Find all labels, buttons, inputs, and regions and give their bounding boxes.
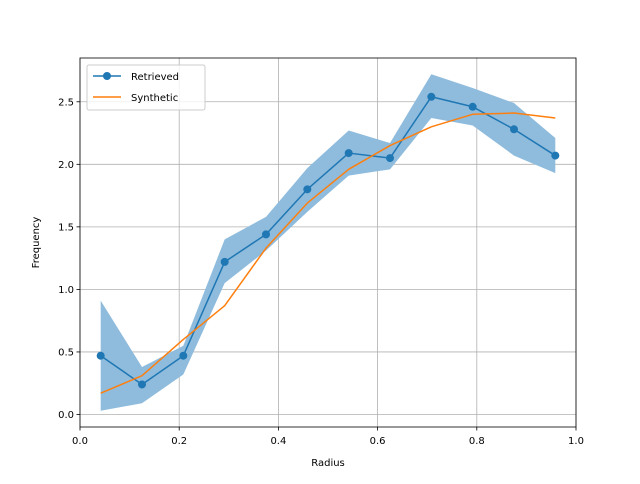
y-tick-label: 0.0 xyxy=(58,410,74,421)
data-point-retrieved xyxy=(262,230,270,239)
data-point-retrieved xyxy=(179,351,188,360)
confidence-bands xyxy=(100,74,556,411)
legend: Retrieved Synthetic xyxy=(86,64,206,111)
legend-label-retrieved: Retrieved xyxy=(131,72,179,83)
y-tick-label: 2.0 xyxy=(58,160,74,171)
x-tick-label: 0.2 xyxy=(171,436,187,447)
data-point-retrieved xyxy=(386,154,394,163)
data-point-retrieved xyxy=(551,151,560,160)
x-axis-label: Radius xyxy=(311,458,345,469)
y-tick-label: 1.5 xyxy=(58,222,74,233)
confidence-band-retrieved xyxy=(100,74,556,411)
series-line-synthetic xyxy=(100,112,556,394)
series-markers xyxy=(96,92,560,389)
x-tick-label: 0.6 xyxy=(370,436,386,447)
x-tick-label: 0.4 xyxy=(270,436,286,447)
y-tick-label: 2.5 xyxy=(58,97,74,108)
data-point-retrieved xyxy=(138,380,146,389)
y-tick-label: 1.0 xyxy=(58,285,74,296)
data-point-retrieved xyxy=(510,125,518,134)
data-point-retrieved xyxy=(468,102,477,111)
series-lines xyxy=(100,96,556,394)
data-point-retrieved xyxy=(427,92,436,101)
data-point-retrieved xyxy=(303,185,312,194)
legend-marker-retrieved xyxy=(103,72,111,80)
y-axis-label: Frequency xyxy=(31,217,42,269)
plot-frame xyxy=(79,57,577,428)
x-tick-label: 0.8 xyxy=(469,436,485,447)
series-line-retrieved xyxy=(100,96,556,386)
data-point-retrieved xyxy=(96,351,105,360)
axis-ticks: 0.0 0.2 0.4 0.6 0.8 1.0 0.0 0.5 1.0 1.5 2.0 2.5 xyxy=(58,97,584,447)
y-tick-label: 0.5 xyxy=(58,347,74,358)
x-tick-label: 0.0 xyxy=(72,436,88,447)
data-point-retrieved xyxy=(220,257,229,266)
x-tick-label: 1.0 xyxy=(568,436,584,447)
legend-label-synthetic: Synthetic xyxy=(131,93,178,104)
data-point-retrieved xyxy=(344,149,353,158)
